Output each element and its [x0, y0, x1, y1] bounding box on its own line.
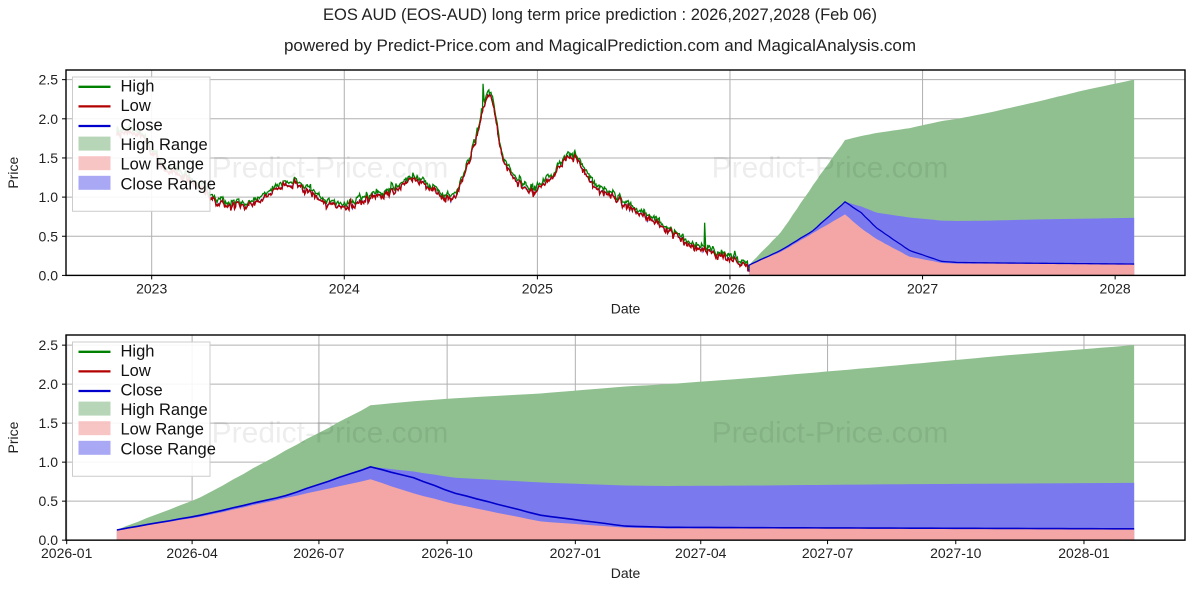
- svg-text:Low: Low: [121, 97, 151, 115]
- svg-text:Price: Price: [5, 157, 21, 189]
- svg-text:2026: 2026: [714, 280, 745, 296]
- svg-text:1.5: 1.5: [39, 415, 59, 431]
- svg-text:High: High: [121, 342, 155, 360]
- svg-text:2026-01: 2026-01: [41, 545, 93, 561]
- svg-text:1.0: 1.0: [39, 454, 59, 470]
- svg-text:2027-01: 2027-01: [550, 545, 602, 561]
- svg-text:2027-04: 2027-04: [675, 545, 727, 561]
- svg-text:Date: Date: [611, 300, 641, 316]
- svg-text:Close: Close: [121, 382, 163, 400]
- svg-text:Low: Low: [121, 362, 151, 380]
- svg-text:2028: 2028: [1100, 280, 1131, 296]
- svg-text:0.0: 0.0: [39, 267, 59, 283]
- svg-text:2.5: 2.5: [39, 337, 59, 353]
- svg-text:Close Range: Close Range: [121, 440, 216, 458]
- svg-text:Close Range: Close Range: [121, 175, 216, 193]
- svg-text:2024: 2024: [329, 280, 360, 296]
- svg-text:2026-04: 2026-04: [166, 545, 218, 561]
- svg-text:0.5: 0.5: [39, 493, 59, 509]
- svg-text:2025: 2025: [522, 280, 553, 296]
- svg-text:2.0: 2.0: [39, 111, 59, 127]
- svg-text:1.0: 1.0: [39, 189, 59, 205]
- svg-text:High Range: High Range: [121, 401, 208, 419]
- svg-text:Price: Price: [5, 421, 21, 453]
- svg-text:Date: Date: [611, 565, 641, 581]
- svg-text:2027: 2027: [907, 280, 938, 296]
- svg-text:Close: Close: [121, 117, 163, 135]
- svg-text:Predict-Price.com: Predict-Price.com: [712, 152, 949, 185]
- svg-text:High Range: High Range: [121, 136, 208, 154]
- svg-text:2026-10: 2026-10: [421, 545, 473, 561]
- svg-text:2027-07: 2027-07: [802, 545, 854, 561]
- svg-text:2026-07: 2026-07: [293, 545, 345, 561]
- svg-text:2027-10: 2027-10: [930, 545, 982, 561]
- svg-text:Predict-Price.com: Predict-Price.com: [212, 417, 449, 450]
- svg-text:Predict-Price.com: Predict-Price.com: [712, 417, 949, 450]
- svg-text:0.5: 0.5: [39, 228, 59, 244]
- svg-text:2028-01: 2028-01: [1058, 545, 1110, 561]
- svg-text:2023: 2023: [136, 280, 167, 296]
- svg-text:Low Range: Low Range: [121, 156, 204, 174]
- svg-text:High: High: [121, 77, 155, 95]
- svg-text:2.5: 2.5: [39, 72, 59, 88]
- svg-text:2.0: 2.0: [39, 376, 59, 392]
- svg-text:1.5: 1.5: [39, 150, 59, 166]
- svg-text:Predict-Price.com: Predict-Price.com: [212, 152, 449, 185]
- svg-text:Low Range: Low Range: [121, 421, 204, 439]
